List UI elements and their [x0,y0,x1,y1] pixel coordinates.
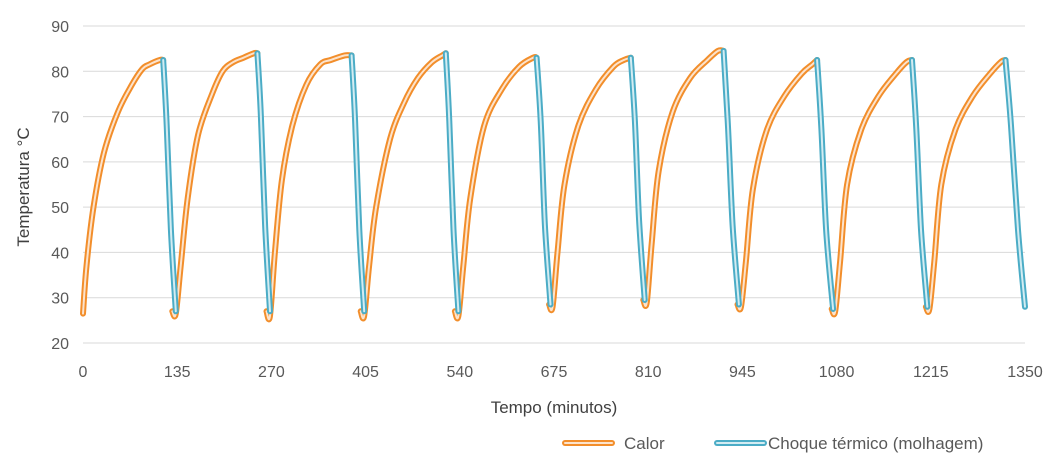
x-tick-label: 675 [541,364,568,381]
series-calor-cycle-6 [546,54,634,314]
series-calor-cycle-10-core [924,59,1007,313]
x-tick-label: 270 [258,364,285,381]
series-lines [80,47,1028,323]
series-calor-cycle-3-core [265,54,353,321]
series-choque-cycle-4-core [444,52,460,313]
legend-item-calor: Calor [562,434,665,453]
series-calor-cycle-4-core [359,52,447,320]
series-calor-cycle-8 [734,57,821,313]
series-calor-cycle-1-core [82,58,165,315]
x-tick-label: 1215 [913,364,949,381]
x-tick-label: 810 [635,364,662,381]
series-calor-cycle-2-core [171,51,259,318]
x-tick-label: 540 [446,364,473,381]
series-choque-cycle-5-core [535,56,552,306]
y-tick-label: 60 [51,155,69,172]
series-choque-cycle-9-core [911,59,929,308]
series-choque-cycle-3-core [350,54,366,313]
y-tick-label: 90 [51,19,69,36]
series-choque-cycle-10-core [1004,59,1026,308]
series-calor-cycle-9 [828,57,915,318]
x-tick-label: 0 [79,364,88,381]
x-tick-label: 1080 [819,364,855,381]
series-choque-cycle-7-core [722,49,740,306]
series-calor-cycle-2 [169,49,261,320]
series-calor-cycle-8-core [736,59,819,311]
legend-label-choque: Choque térmico (molhagem) [768,434,983,453]
series-choque-cycle-6-core [629,56,646,301]
x-axis-title: Tempo (minutos) [491,398,618,417]
series-calor-cycle-7-core [642,49,725,307]
series-calor-cycle-3 [263,52,355,323]
y-tick-label: 30 [51,291,69,308]
y-tick-label: 20 [51,336,69,353]
x-tick-label: 945 [729,364,756,381]
legend-label-calor: Calor [624,434,665,453]
legend: Calor Choque térmico (molhagem) [562,434,983,453]
series-calor-cycle-9-core [830,59,913,316]
x-axis-ticks: 0 135 270 405 540 675 810 945 1080 1215 1350 [79,364,1043,381]
y-tick-label: 50 [51,200,69,217]
y-tick-label: 80 [51,64,69,81]
series-calor-cycle-4 [357,50,449,322]
legend-item-choque: Choque térmico (molhagem) [714,434,983,453]
series-calor-cycle-6-core [548,56,632,312]
series-choque-cycle-2-core [256,52,271,313]
series-calor-cycle-10 [922,57,1009,315]
x-tick-label: 1350 [1007,364,1043,381]
series-calor-cycle-5 [451,54,540,322]
y-axis-ticks: 20 30 40 50 60 70 80 90 [51,19,69,353]
y-tick-label: 40 [51,245,69,262]
y-tick-label: 70 [51,110,69,127]
series-choque-cycle-8-core [816,59,835,310]
x-tick-label: 135 [164,364,191,381]
gridlines [83,25,1025,344]
series-calor-cycle-1 [80,56,167,317]
y-axis-title: Temperatura °C [14,127,33,246]
series-choque-cycle-1-core [162,59,177,313]
x-tick-label: 405 [352,364,379,381]
